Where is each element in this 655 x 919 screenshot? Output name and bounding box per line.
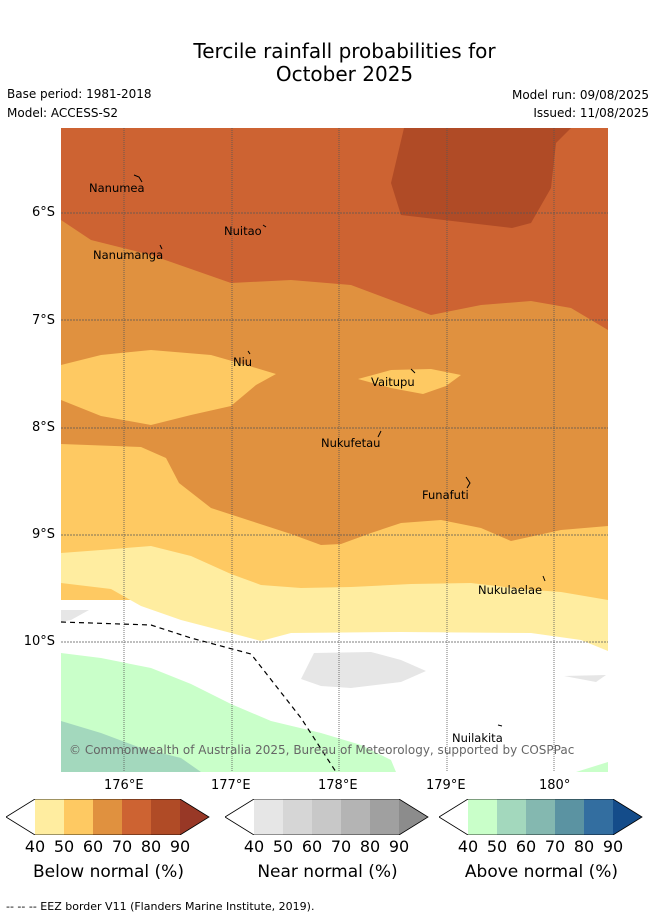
- place-label-nukulaelae: Nukulaelae: [478, 583, 543, 597]
- map-gridlines: [61, 128, 608, 772]
- cb1-swatch-5: [370, 799, 399, 835]
- cb2-swatch-1: [468, 799, 497, 835]
- cb0-tick: 60: [82, 837, 104, 856]
- cb0-tick: 80: [140, 837, 162, 856]
- colorbar-near-normal: 40 50 60 70 80 90 Near normal (%): [224, 798, 430, 889]
- place-label-niu: Niu: [233, 355, 253, 369]
- cb0-swatch-3: [93, 799, 122, 835]
- cb2-tick: 40: [457, 837, 479, 856]
- cb0-swatch-0: [6, 799, 35, 835]
- colorbar-below-normal-title: Below normal (%): [33, 862, 184, 882]
- title-line-2: October 2025: [275, 62, 414, 86]
- above-normal-40-50-region: [576, 762, 608, 772]
- cb1-swatch-1: [254, 799, 283, 835]
- cb1-tick: 70: [330, 837, 352, 856]
- cb0-swatch-2: [64, 799, 93, 835]
- model-run: Model run: 09/08/2025: [511, 88, 649, 102]
- below-normal-40-50-region: [61, 546, 608, 651]
- cb0-swatch-4: [122, 799, 151, 835]
- cb0-swatch-1: [35, 799, 64, 835]
- cb1-tick: 90: [388, 837, 410, 856]
- lon-tick-label: 178°E: [318, 778, 358, 793]
- model-name: Model: ACCESS-S2: [7, 106, 119, 120]
- lat-tick-label: 9°S: [31, 527, 55, 542]
- lon-tick-label: 177°E: [211, 778, 251, 793]
- cb2-tick: 50: [486, 837, 508, 856]
- copyright-text: © Commonwealth of Australia 2025, Bureau…: [69, 743, 575, 757]
- colorbar-below-normal: 40 50 60 70 80 90 Below normal (%): [5, 798, 211, 889]
- cb2-tick: 70: [544, 837, 566, 856]
- cb0-swatch-5: [151, 799, 180, 835]
- eez-border-line: [61, 621, 337, 772]
- eez-footer-note: -- -- -- EEZ border V11 (Flanders Marine…: [6, 900, 315, 913]
- below-normal-50-60-vaitupu-region: [358, 369, 461, 394]
- below-normal-60-70-region: [61, 220, 608, 548]
- place-label-nuilakita: Nuilakita: [452, 731, 503, 745]
- lat-tick-label: 10°S: [23, 634, 55, 649]
- colorbar-near-normal-title: Near normal (%): [257, 862, 398, 882]
- cb2-tick: 90: [602, 837, 624, 856]
- cb2-swatch-3: [526, 799, 555, 835]
- place-label-vaitupu: Vaitupu: [371, 375, 415, 389]
- lon-tick-label: 179°E: [426, 778, 466, 793]
- above-normal-50-60-region: [61, 721, 201, 772]
- colorbar-below-normal-swatches: [5, 798, 210, 836]
- cb2-swatch-0: [439, 799, 468, 835]
- island-outlines: [133, 174, 546, 727]
- near-normal-40-50-region: [301, 652, 426, 688]
- above-normal-40-50-region: [61, 653, 396, 772]
- title-line-1: Tercile rainfall probabilities for: [193, 39, 496, 63]
- cb1-tick: 50: [272, 837, 294, 856]
- cb1-swatch-2: [283, 799, 312, 835]
- cb1-swatch-0: [225, 799, 254, 835]
- near-normal-40-50-region: [61, 610, 89, 622]
- cb1-swatch-6: [399, 799, 428, 835]
- cb2-swatch-6: [613, 799, 642, 835]
- colorbar-above-normal-swatches: [438, 798, 643, 836]
- colorbar-above-normal: 40 50 60 70 80 90 Above normal (%): [438, 798, 644, 889]
- cb2-swatch-2: [497, 799, 526, 835]
- probability-map: [61, 128, 608, 772]
- cb1-tick: 60: [301, 837, 323, 856]
- place-label-nukufetau: Nukufetau: [321, 436, 381, 450]
- place-label-funafuti: Funafuti: [422, 488, 469, 502]
- map-title: Tercile rainfall probabilities for Octob…: [0, 40, 655, 86]
- cb1-swatch-3: [312, 799, 341, 835]
- cb2-swatch-5: [584, 799, 613, 835]
- cb0-tick: 90: [169, 837, 191, 856]
- place-label-nanumea: Nanumea: [89, 181, 145, 195]
- cb1-tick: 80: [359, 837, 381, 856]
- place-label-nanumanga: Nanumanga: [93, 248, 164, 262]
- cb0-swatch-6: [180, 799, 209, 835]
- colorbar-above-normal-title: Above normal (%): [464, 862, 619, 882]
- lon-tick-label: 180°: [539, 778, 571, 793]
- lat-tick-label: 8°S: [31, 420, 55, 435]
- lat-tick-label: 7°S: [31, 313, 55, 328]
- below-normal-80-90-region: [391, 128, 571, 228]
- cb0-tick: 40: [24, 837, 46, 856]
- cb2-tick: 80: [573, 837, 595, 856]
- base-period: Base period: 1981-2018: [7, 87, 152, 101]
- place-label-nuitao: Nuitao: [224, 224, 262, 238]
- cb2-tick: 60: [515, 837, 537, 856]
- near-normal-40-50-region: [564, 675, 606, 682]
- lon-tick-label: 176°E: [104, 778, 144, 793]
- cb2-swatch-4: [555, 799, 584, 835]
- cb0-tick: 70: [111, 837, 133, 856]
- colorbar-near-normal-swatches: [224, 798, 429, 836]
- issued-date: Issued: 11/08/2025: [533, 106, 649, 120]
- cb1-tick: 40: [243, 837, 265, 856]
- cb0-tick: 50: [53, 837, 75, 856]
- below-normal-50-60-niu-region: [61, 350, 276, 425]
- cb1-swatch-4: [341, 799, 370, 835]
- lat-tick-label: 6°S: [31, 205, 55, 220]
